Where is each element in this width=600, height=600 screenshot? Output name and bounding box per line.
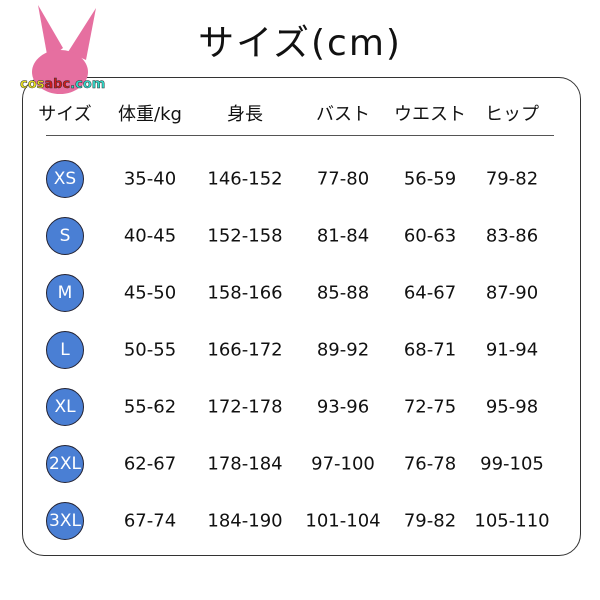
cell-weight: 67-74 <box>123 510 177 532</box>
size-badge: L <box>46 331 84 369</box>
cell-weight: 40-45 <box>123 225 177 247</box>
size-table-frame <box>22 77 581 556</box>
cell-waist: 64-67 <box>403 282 457 304</box>
cell-hip: 91-94 <box>485 339 539 361</box>
size-badge: S <box>46 217 84 255</box>
size-badge: XL <box>46 388 84 426</box>
cell-height: 152-158 <box>207 225 283 247</box>
cell-hip: 87-90 <box>485 282 539 304</box>
column-header-height: 身長 <box>227 104 263 125</box>
cell-hip: 99-105 <box>480 453 544 475</box>
cell-weight: 55-62 <box>123 396 177 418</box>
cell-bust: 85-88 <box>316 282 370 304</box>
cell-bust: 97-100 <box>311 453 375 475</box>
bunny-logo-icon: cosabc.com <box>20 5 106 94</box>
column-header-waist: ウエスト <box>394 104 466 125</box>
column-header-bust: バスト <box>316 104 370 125</box>
size-badge: XS <box>46 160 84 198</box>
cell-weight: 35-40 <box>123 168 177 190</box>
cell-waist: 76-78 <box>403 453 457 475</box>
cell-hip: 83-86 <box>485 225 539 247</box>
cell-bust: 93-96 <box>316 396 370 418</box>
cell-weight: 62-67 <box>123 453 177 475</box>
cell-weight: 50-55 <box>123 339 177 361</box>
cell-bust: 89-92 <box>316 339 370 361</box>
cell-height: 146-152 <box>207 168 283 190</box>
cell-waist: 68-71 <box>403 339 457 361</box>
header-divider <box>46 135 554 136</box>
cell-hip: 95-98 <box>485 396 539 418</box>
cell-height: 184-190 <box>207 510 283 532</box>
cell-waist: 79-82 <box>403 510 457 532</box>
svg-text:cosabc.com: cosabc.com <box>20 77 105 92</box>
cell-height: 166-172 <box>207 339 283 361</box>
size-badge: 3XL <box>46 502 84 540</box>
cell-height: 158-166 <box>207 282 283 304</box>
cell-bust: 101-104 <box>305 510 381 532</box>
cell-hip: 79-82 <box>485 168 539 190</box>
cell-waist: 56-59 <box>403 168 457 190</box>
page-title: サイズ(cm) <box>198 23 402 64</box>
cell-waist: 72-75 <box>403 396 457 418</box>
size-badge: 2XL <box>46 445 84 483</box>
column-header-hip: ヒップ <box>485 104 539 125</box>
column-header-weight: 体重/kg <box>118 104 182 125</box>
column-header-size: サイズ <box>38 104 92 125</box>
cell-bust: 81-84 <box>316 225 370 247</box>
cell-waist: 60-63 <box>403 225 457 247</box>
cell-height: 172-178 <box>207 396 283 418</box>
cell-height: 178-184 <box>207 453 283 475</box>
cell-hip: 105-110 <box>474 510 550 532</box>
cell-weight: 45-50 <box>123 282 177 304</box>
size-badge: M <box>46 274 84 312</box>
cell-bust: 77-80 <box>316 168 370 190</box>
